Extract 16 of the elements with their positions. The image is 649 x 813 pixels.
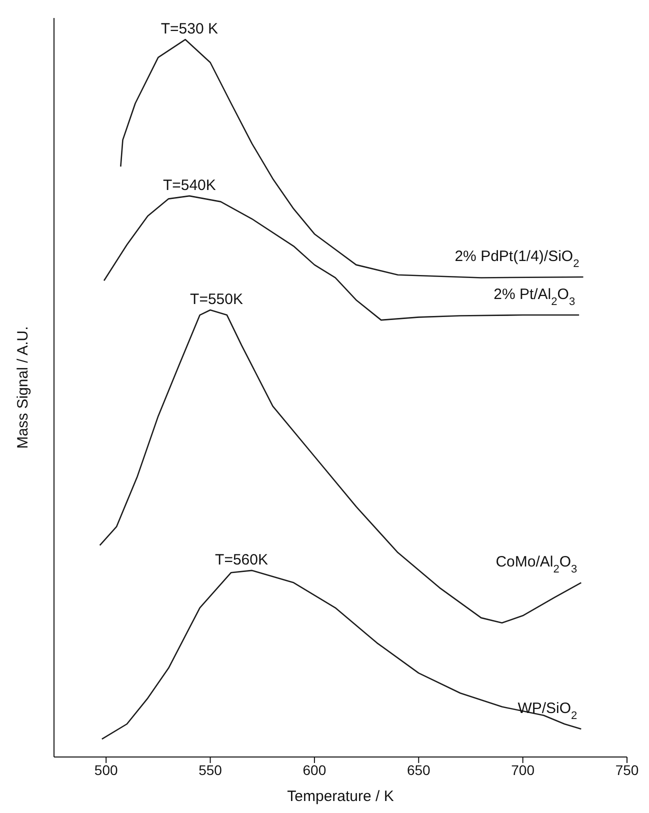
series-label: WP/SiO$_{2}$ (518, 700, 578, 722)
annotation: T=540K (162, 176, 216, 194)
annotation: T=560K (215, 551, 268, 568)
series-label: 2% Pt/Al$_{2}$O$_{3}$ (494, 286, 576, 308)
annotation: T=550K (190, 291, 244, 308)
series-label: 2% PdPt(1/4)/SiO$_{2}$ (454, 248, 580, 270)
x-tick-label: 700 (511, 762, 535, 778)
x-tick-label: 750 (615, 762, 639, 778)
x-tick-label: 600 (302, 762, 326, 778)
series-label: CoMo/Al$_{2}$O$_{3}$ (496, 554, 578, 576)
x-tick-label: 650 (406, 762, 431, 778)
annotation: T=530 K (160, 20, 218, 38)
x-tick-label: 500 (94, 762, 118, 778)
x-axis-title: Temperature / K (287, 788, 394, 805)
y-axis-title: Mass Signal / A.U. (14, 326, 32, 449)
x-tick-label: 550 (198, 762, 222, 778)
